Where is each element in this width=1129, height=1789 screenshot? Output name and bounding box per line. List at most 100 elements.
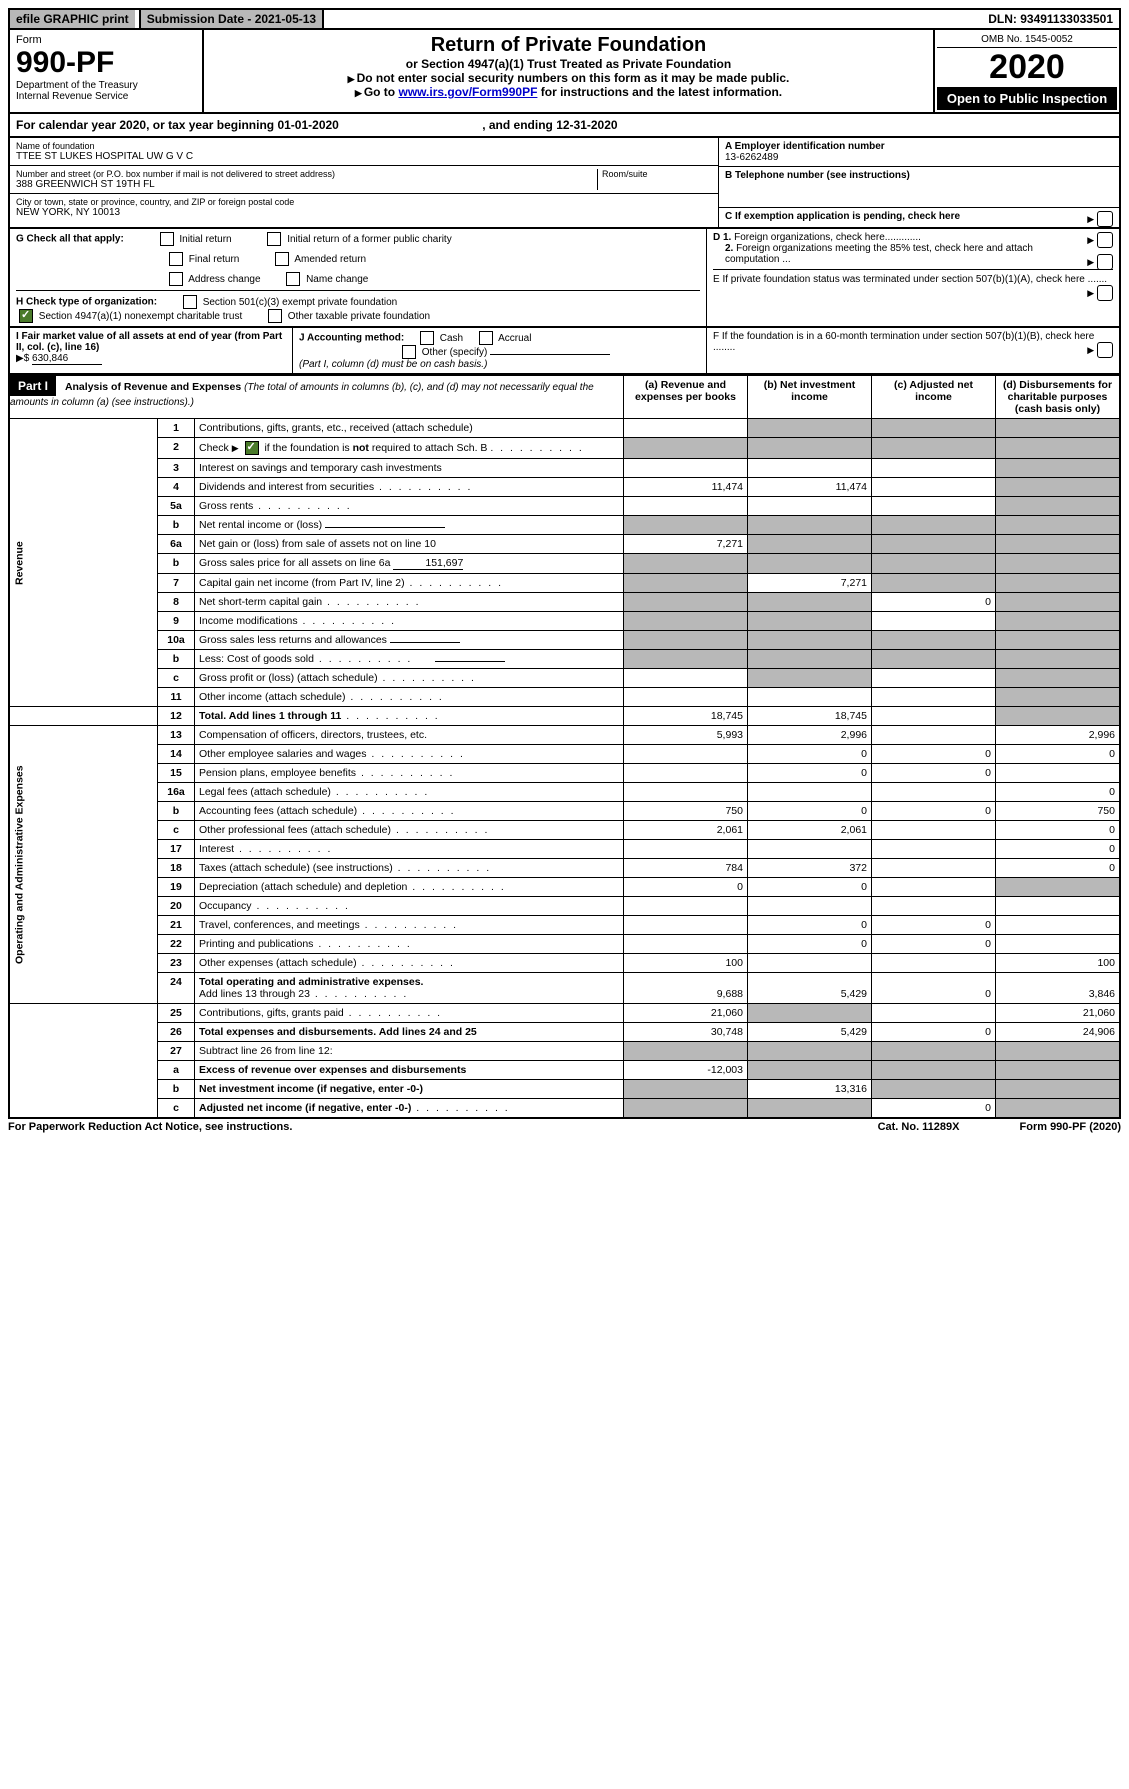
table-row: 18Taxes (attach schedule) (see instructi… [9, 859, 1120, 878]
other-tax-checkbox[interactable] [268, 309, 282, 323]
table-row: 27Subtract line 26 from line 12: [9, 1042, 1120, 1061]
name-cell: Name of foundation TTEE ST LUKES HOSPITA… [10, 138, 718, 166]
final-return-checkbox[interactable] [169, 252, 183, 266]
section-g-h-row: G Check all that apply: Initial return I… [8, 229, 1121, 328]
col-d-header: (d) Disbursements for charitable purpose… [996, 376, 1121, 419]
pending-checkbox[interactable] [1097, 211, 1113, 227]
table-row: 26Total expenses and disbursements. Add … [9, 1023, 1120, 1042]
arrow-icon [1087, 235, 1094, 246]
footer-left: For Paperwork Reduction Act Notice, see … [8, 1121, 292, 1133]
table-row: 3Interest on savings and temporary cash … [9, 459, 1120, 478]
goto-pre: Go to [355, 85, 399, 99]
footer-mid: Cat. No. 11289X [878, 1121, 960, 1133]
s501-checkbox[interactable] [183, 295, 197, 309]
f-cell: F If the foundation is in a 60-month ter… [707, 328, 1119, 373]
other-specify [490, 354, 610, 355]
row-desc: Contributions, gifts, grants, etc., rece… [195, 419, 624, 438]
footer: For Paperwork Reduction Act Notice, see … [8, 1119, 1121, 1133]
col-b-header: (b) Net investment income [748, 376, 872, 419]
initial-former-checkbox[interactable] [267, 232, 281, 246]
table-row: bNet investment income (if negative, ent… [9, 1080, 1120, 1099]
table-row: bGross sales price for all assets on lin… [9, 554, 1120, 574]
table-row: 22Printing and publications00 [9, 935, 1120, 954]
info-right: A Employer identification number 13-6262… [718, 138, 1119, 227]
expenses-side-label: Operating and Administrative Expenses [9, 726, 158, 1004]
revenue-side-label: Revenue [9, 419, 158, 707]
room-label: Room/suite [602, 169, 712, 179]
pending-label: C If exemption application is pending, c… [725, 211, 960, 222]
row-desc: Check if the foundation is not required … [195, 438, 624, 459]
phone-cell: B Telephone number (see instructions) [719, 167, 1119, 208]
accrual-checkbox[interactable] [479, 331, 493, 345]
accrual-label: Accrual [498, 333, 531, 344]
other-checkbox[interactable] [402, 345, 416, 359]
name-label: Name of foundation [16, 141, 712, 151]
pending-cell: C If exemption application is pending, c… [719, 208, 1119, 225]
table-row: bLess: Cost of goods sold [9, 650, 1120, 669]
table-row: aExcess of revenue over expenses and dis… [9, 1061, 1120, 1080]
sch-b-checkbox[interactable] [245, 441, 259, 455]
j-cell: J Accounting method: Cash Accrual Other … [293, 328, 707, 373]
d1-checkbox[interactable] [1097, 232, 1113, 248]
table-row: cGross profit or (loss) (attach schedule… [9, 669, 1120, 688]
amended-checkbox[interactable] [275, 252, 289, 266]
s4947-checkbox[interactable] [19, 309, 33, 323]
g-row3: Address change Name change [16, 272, 700, 286]
h-label: H Check type of organization: [16, 297, 157, 308]
arrow-icon [1087, 345, 1094, 356]
initial-former-label: Initial return of a former public charit… [287, 234, 452, 245]
addr-label: Number and street (or P.O. box number if… [16, 169, 597, 179]
arrow-icon [1087, 214, 1094, 225]
part1-title: Analysis of Revenue and Expenses [59, 381, 241, 393]
ein-cell: A Employer identification number 13-6262… [719, 138, 1119, 167]
addr-cell: Number and street (or P.O. box number if… [10, 166, 718, 194]
cash-label: Cash [440, 333, 463, 344]
note-goto: Go to www.irs.gov/Form990PF for instruct… [208, 85, 929, 99]
header-center: Return of Private Foundation or Section … [204, 30, 933, 112]
ein-value: 13-6262489 [725, 152, 1113, 163]
table-row: cOther professional fees (attach schedul… [9, 821, 1120, 840]
col-a-header: (a) Revenue and expenses per books [624, 376, 748, 419]
f-checkbox[interactable] [1097, 342, 1113, 358]
i-j-f-row: I Fair market value of all assets at end… [8, 328, 1121, 375]
table-row: 16aLegal fees (attach schedule)0 [9, 783, 1120, 802]
table-row: 17Interest0 [9, 840, 1120, 859]
table-row: cAdjusted net income (if negative, enter… [9, 1099, 1120, 1119]
addr-change-checkbox[interactable] [169, 272, 183, 286]
header-right: OMB No. 1545-0052 2020 Open to Public In… [933, 30, 1119, 112]
calyear-mid: , and ending [482, 118, 556, 132]
street-address: 388 GREENWICH ST 19TH FL [16, 179, 597, 190]
main-table: Part I Analysis of Revenue and Expenses … [8, 375, 1121, 1119]
form-number: 990-PF [16, 46, 196, 80]
r2-pre: Check [199, 442, 229, 454]
arrow-icon [1087, 288, 1094, 299]
efile-label: efile GRAPHIC print [10, 10, 135, 28]
name-change-checkbox[interactable] [286, 272, 300, 286]
table-row: 25Contributions, gifts, grants paid21,06… [9, 1004, 1120, 1023]
j-label: J Accounting method: [299, 333, 404, 344]
city-state-zip: NEW YORK, NY 10013 [16, 207, 712, 218]
phone-label: B Telephone number (see instructions) [725, 170, 1113, 181]
amended-label: Amended return [294, 254, 366, 265]
calendar-year-row: For calendar year 2020, or tax year begi… [8, 114, 1121, 138]
table-row: 2 Check if the foundation is not require… [9, 438, 1120, 459]
info-left: Name of foundation TTEE ST LUKES HOSPITA… [10, 138, 718, 227]
omb-no: OMB No. 1545-0052 [937, 32, 1117, 48]
part1-label: Part I [10, 376, 56, 396]
e-checkbox[interactable] [1097, 285, 1113, 301]
i-value: 630,846 [32, 353, 102, 365]
cash-checkbox[interactable] [420, 331, 434, 345]
i-label: I Fair market value of all assets at end… [16, 331, 282, 353]
table-row: Revenue 1 Contributions, gifts, grants, … [9, 419, 1120, 438]
table-row: 19Depreciation (attach schedule) and dep… [9, 878, 1120, 897]
s4947-label: Section 4947(a)(1) nonexempt charitable … [39, 311, 242, 322]
table-row: 23Other expenses (attach schedule)100100 [9, 954, 1120, 973]
table-header-row: Part I Analysis of Revenue and Expenses … [9, 376, 1120, 419]
initial-return-checkbox[interactable] [160, 232, 174, 246]
submission-date: Submission Date - 2021-05-13 [139, 10, 324, 28]
i-cell: I Fair market value of all assets at end… [10, 328, 293, 373]
table-row: 8Net short-term capital gain0 [9, 593, 1120, 612]
table-row: 12Total. Add lines 1 through 1118,74518,… [9, 707, 1120, 726]
d2-checkbox[interactable] [1097, 254, 1113, 270]
irs-link[interactable]: www.irs.gov/Form990PF [398, 85, 537, 99]
